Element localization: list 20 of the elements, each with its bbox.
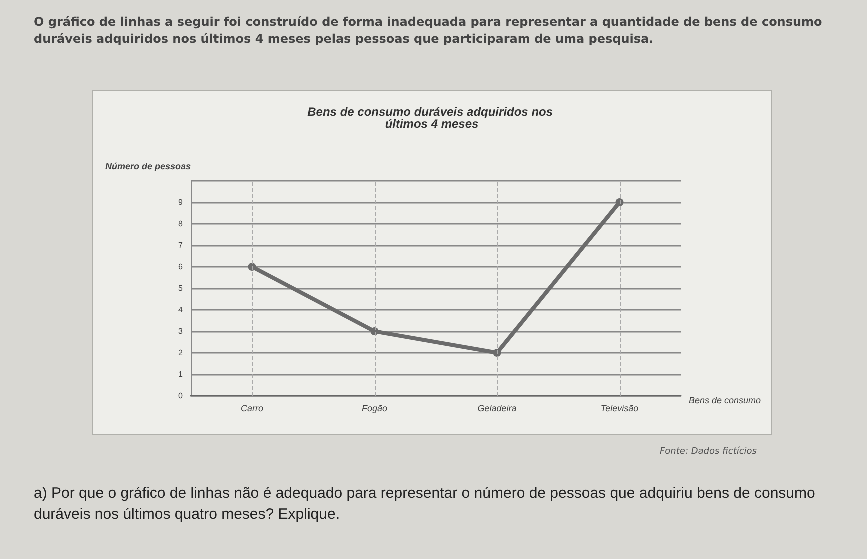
x-axis-title: Bens de consumo bbox=[689, 396, 762, 406]
chart-title: Bens de consumo duráveis adquiridos nos últimos 4 meses bbox=[308, 105, 556, 131]
y-tick-label: 8 bbox=[178, 220, 184, 228]
y-tick-label: 5 bbox=[178, 284, 184, 293]
x-tick-label: Carro bbox=[240, 404, 264, 414]
x-tick-label: Televisão bbox=[600, 404, 639, 414]
y-tick-label: 4 bbox=[178, 306, 184, 314]
x-tick-label: Fogão bbox=[362, 404, 388, 414]
source-note: Fonte: Dados fictícios bbox=[660, 446, 758, 459]
x-tick-label: Geladeira bbox=[478, 404, 517, 414]
y-tick-label: 6 bbox=[178, 262, 184, 272]
text: O gráfico de linhas a seguir foi construído de forma inadequada para representar a quantidade de bens de consumo duráveis adquiridos nos últimos 4 meses pelas pessoas que participaram de uma pesquisa. bbox=[34, 14, 824, 48]
y-axis-title: Número de pessoas bbox=[105, 162, 191, 172]
y-tick-label: 7 bbox=[178, 241, 184, 250]
y-tick-label: 3 bbox=[178, 327, 184, 336]
text: a) Por que o gráfico de linhas não é adequado para representar o número de pessoas que adquiriu bens de consumo duráveis nos últimos quatro meses? Explique. bbox=[34, 484, 816, 525]
y-tick-label: 9 bbox=[178, 198, 184, 207]
y-tick-label: 1 bbox=[178, 370, 184, 379]
y-tick-label: 0 bbox=[178, 392, 184, 400]
y-tick-label: 2 bbox=[178, 348, 184, 358]
